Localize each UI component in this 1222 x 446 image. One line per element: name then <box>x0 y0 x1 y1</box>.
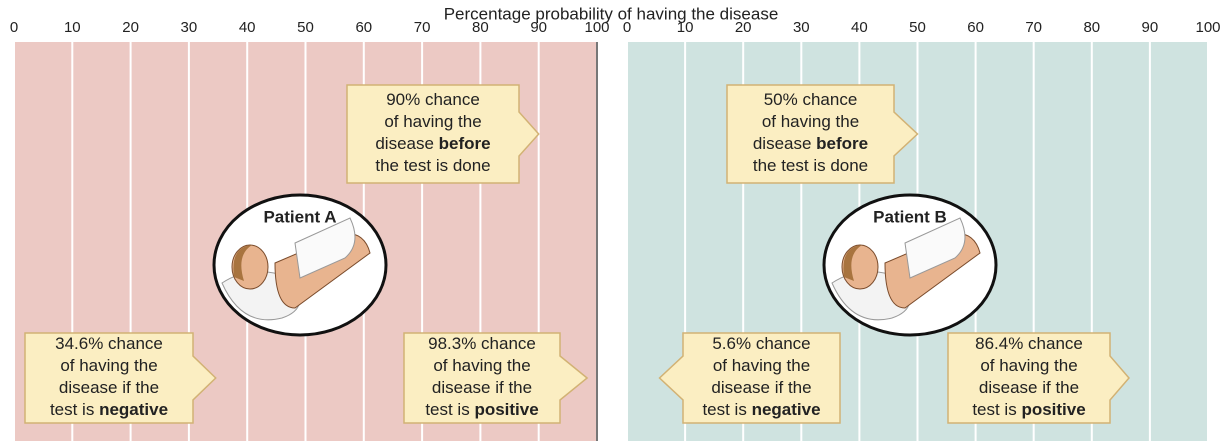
tick-label: 50 <box>297 19 314 36</box>
tick-label: 80 <box>1083 19 1100 36</box>
callout-line: the test is done <box>375 156 490 175</box>
callout-text: 86.4% chance <box>975 334 1083 353</box>
tick-label: 40 <box>239 19 256 36</box>
callout-text: the test is done <box>753 156 868 175</box>
callout-text: of having the <box>433 356 530 375</box>
callout-line: 98.3% chance <box>428 334 536 353</box>
callout-bold: before <box>816 134 868 153</box>
callout-line: disease before <box>375 134 490 153</box>
callout-text: of having the <box>384 112 481 131</box>
tick-label: 90 <box>530 19 547 36</box>
figure: Percentage probability of having the dis… <box>0 0 1222 441</box>
title: Percentage probability of having the dis… <box>444 4 779 23</box>
tick-label: 10 <box>64 19 81 36</box>
tick-label: 10 <box>677 19 694 36</box>
callout-line: disease if the <box>979 378 1079 397</box>
callout-line: of having the <box>980 356 1077 375</box>
callout-line: of having the <box>713 356 810 375</box>
callout-text: test is <box>702 400 751 419</box>
tick-label: 50 <box>909 19 926 36</box>
tick-label: 60 <box>967 19 984 36</box>
tick-label: 80 <box>472 19 489 36</box>
callout-text: of having the <box>762 112 859 131</box>
callout-text: of having the <box>60 356 157 375</box>
callout-text: disease <box>375 134 438 153</box>
callout-line: disease if the <box>432 378 532 397</box>
callout-text: test is <box>425 400 474 419</box>
callout-text: 50% chance <box>764 90 858 109</box>
callout-bold: before <box>439 134 491 153</box>
callout-line: 34.6% chance <box>55 334 163 353</box>
callout-text: of having the <box>980 356 1077 375</box>
tick-label: 30 <box>181 19 198 36</box>
callout-line: test is positive <box>425 400 538 419</box>
tick-label: 100 <box>584 19 609 36</box>
callout-text: of having the <box>713 356 810 375</box>
callout-line: test is positive <box>972 400 1085 419</box>
callout-text: 90% chance <box>386 90 480 109</box>
callout-line: 86.4% chance <box>975 334 1083 353</box>
tick-label: 20 <box>122 19 139 36</box>
callout-line: of having the <box>762 112 859 131</box>
callout-text: 98.3% chance <box>428 334 536 353</box>
callout-line: 50% chance <box>764 90 858 109</box>
callout-line: the test is done <box>753 156 868 175</box>
callout-line: 5.6% chance <box>712 334 810 353</box>
callout-line: test is negative <box>50 400 168 419</box>
callout-line: of having the <box>60 356 157 375</box>
callout-line: 90% chance <box>386 90 480 109</box>
patient-label: Patient A <box>263 207 336 226</box>
callout-text: disease if the <box>979 378 1079 397</box>
callout-line: disease if the <box>711 378 811 397</box>
tick-label: 0 <box>623 19 631 36</box>
tick-label: 70 <box>414 19 431 36</box>
tick-label: 20 <box>735 19 752 36</box>
callout-line: of having the <box>384 112 481 131</box>
callout-bold: positive <box>474 400 538 419</box>
callout-line: of having the <box>433 356 530 375</box>
tick-label: 90 <box>1142 19 1159 36</box>
callout-line: test is negative <box>702 400 820 419</box>
tick-label: 70 <box>1025 19 1042 36</box>
callout-text: disease <box>753 134 816 153</box>
callout-text: the test is done <box>375 156 490 175</box>
callout-bold: positive <box>1021 400 1085 419</box>
tick-label: 100 <box>1195 19 1220 36</box>
callout-text: disease if the <box>59 378 159 397</box>
callout-text: disease if the <box>432 378 532 397</box>
callout-text: test is <box>50 400 99 419</box>
tick-label: 40 <box>851 19 868 36</box>
callout-text: 5.6% chance <box>712 334 810 353</box>
callout-bold: negative <box>752 400 821 419</box>
tick-label: 0 <box>10 19 18 36</box>
tick-label: 30 <box>793 19 810 36</box>
callout-bold: negative <box>99 400 168 419</box>
callout-text: test is <box>972 400 1021 419</box>
callout-line: disease before <box>753 134 868 153</box>
callout-text: 34.6% chance <box>55 334 163 353</box>
patient-label: Patient B <box>873 207 947 226</box>
callout-text: disease if the <box>711 378 811 397</box>
tick-label: 60 <box>355 19 372 36</box>
callout-line: disease if the <box>59 378 159 397</box>
